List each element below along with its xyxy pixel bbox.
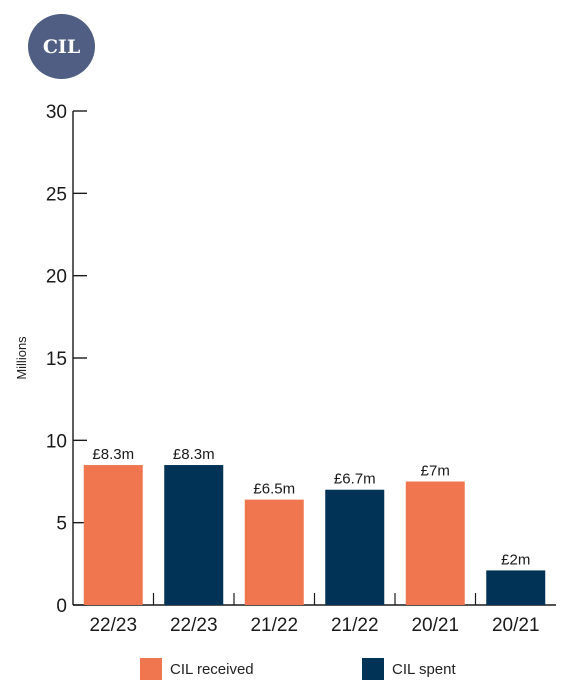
y-tick-label: 0: [56, 596, 67, 617]
bar: [405, 481, 465, 605]
cil-badge: CIL: [28, 14, 95, 79]
bar-value-label: £8.3m: [173, 446, 215, 463]
y-tick-label: 10: [46, 431, 67, 452]
y-tick-label: 30: [46, 102, 67, 123]
y-axis-label: Millions: [14, 336, 29, 380]
bar-value-label: £7m: [421, 463, 450, 480]
x-tick-label: 21/22: [331, 615, 379, 636]
axes: 0 5 10 15 20 25 30: [46, 102, 556, 617]
legend-item-cil-spent: CIL spent: [362, 658, 456, 680]
bar: [244, 499, 304, 605]
x-tick-label: 22/23: [89, 615, 137, 636]
legend-label-cil-received: CIL received: [170, 660, 254, 678]
y-tick-label: 5: [56, 514, 67, 535]
x-tick-label: 21/22: [250, 615, 298, 636]
legend-swatch-cil-spent: [362, 658, 384, 680]
bar-chart: Millions 0 5 10 15 20 25 30 £8.3m 22/23 £8.3m 22/…: [14, 102, 556, 636]
x-tick-label: 20/21: [411, 615, 459, 636]
y-tick-label: 20: [46, 267, 67, 288]
x-tick-label: 22/23: [170, 615, 218, 636]
bar-value-label: £2m: [501, 551, 530, 568]
bar-value-label: £6.7m: [334, 471, 376, 488]
x-tick-label: 20/21: [492, 615, 540, 636]
legend-item-cil-received: CIL received: [140, 658, 254, 680]
bar-value-label: £6.5m: [253, 481, 295, 498]
badge-label: CIL: [42, 35, 81, 58]
legend-label-cil-spent: CIL spent: [392, 660, 456, 678]
bars: £8.3m 22/23 £8.3m 22/23 £6.5m 21/22 £6.7m 21/22…: [83, 446, 546, 636]
bar: [486, 570, 546, 605]
legend-swatch-cil-received: [140, 658, 162, 680]
bar: [164, 465, 224, 605]
y-tick-label: 15: [46, 349, 67, 370]
bar-value-label: £8.3m: [92, 446, 134, 463]
y-tick-label: 25: [46, 184, 67, 205]
bar: [83, 465, 143, 605]
bar: [325, 489, 385, 605]
